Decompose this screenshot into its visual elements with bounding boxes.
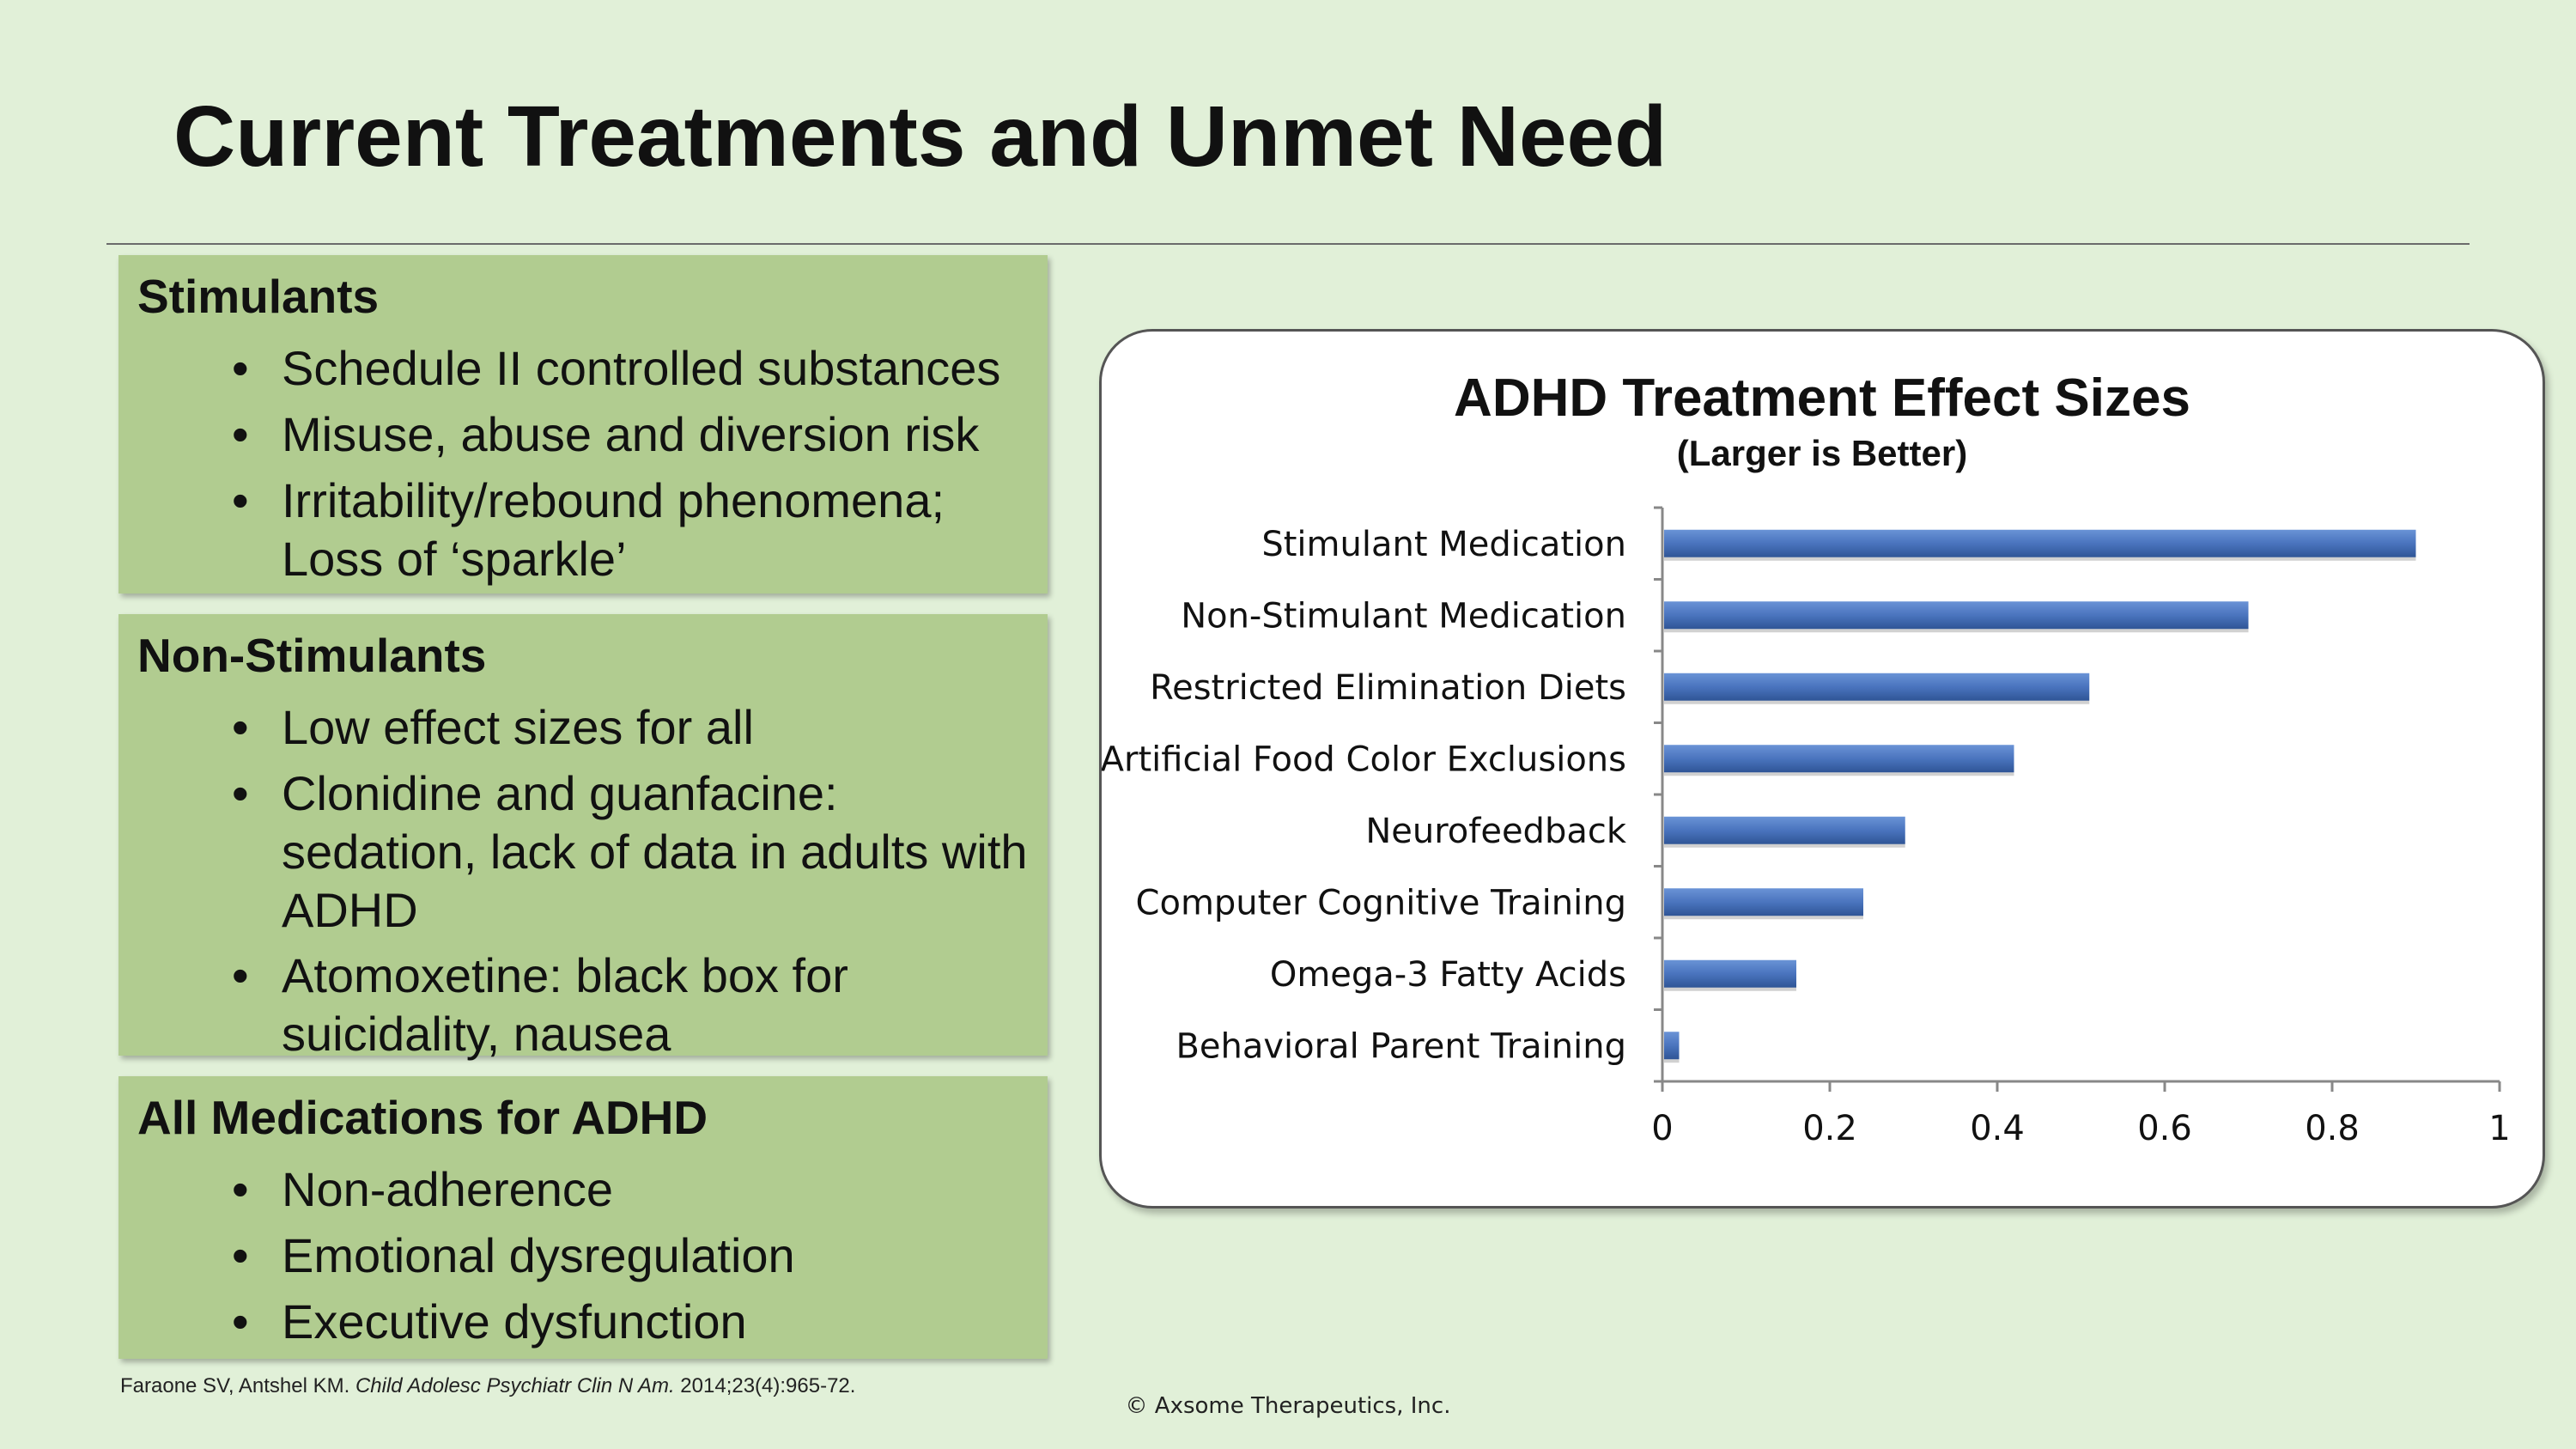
- category-label: Omega-3 Fatty Acids: [1270, 955, 1626, 995]
- bar-shadow: [1664, 843, 1905, 848]
- bullet-icon: •: [232, 700, 249, 754]
- bar: [1664, 529, 2416, 557]
- bar: [1664, 673, 2090, 701]
- list-item: • Atomoxetine: black box for suicidality,…: [232, 948, 848, 1061]
- bullet-icon: •: [232, 1162, 249, 1216]
- bar: [1664, 816, 1905, 844]
- x-tick-label: 0.8: [2305, 1109, 2360, 1148]
- box-heading: Stimulants: [137, 270, 380, 323]
- bar: [1664, 1032, 1680, 1060]
- bar: [1664, 888, 1863, 916]
- list-item: • Misuse, abuse and diversion risk: [232, 405, 1037, 464]
- all-medications-box: All Medications for ADHD • Non-adherence …: [118, 1076, 1048, 1359]
- category-label: Computer Cognitive Training: [1136, 883, 1626, 922]
- x-tick-label: 0.4: [1970, 1109, 2025, 1148]
- list-item: • Emotional dysregulation: [232, 1227, 1037, 1285]
- bar: [1664, 601, 2249, 630]
- chart-card: ADHD Treatment Effect Sizes (Larger is B…: [1099, 329, 2545, 1209]
- bar-shadow: [1664, 629, 2249, 633]
- list-item: • Clonidine and guanfacine: sedation, lac…: [232, 766, 1028, 937]
- bar-shadow: [1664, 557, 2416, 561]
- citation: Faraone SV, Antshel KM. Child Adolesc Ps…: [120, 1374, 856, 1397]
- list-item: • Low effect sizes for all: [232, 698, 1037, 757]
- bullet-icon: •: [232, 766, 249, 820]
- non-stimulants-box: Non-Stimulants • Low effect sizes for all…: [118, 614, 1048, 1061]
- x-tick-label: 0.6: [2137, 1109, 2192, 1148]
- bar-shadow: [1664, 987, 1796, 991]
- bullet-icon: •: [232, 948, 249, 1002]
- bar-shadow: [1664, 700, 2090, 704]
- bar-shadow: [1664, 1059, 1680, 1063]
- chart-subtitle: (Larger is Better): [1676, 433, 1968, 473]
- effect-size-chart: 0 0.2 0.4 0.6 0.8 1 Stimulant Medication Non-St…: [1102, 506, 2511, 1148]
- stimulants-box: Stimulants • Schedule II controlled subst…: [118, 255, 1048, 594]
- category-label: Non-Stimulant Medication: [1181, 596, 1626, 636]
- bar: [1664, 745, 2014, 773]
- category-label: Stimulant Medication: [1261, 525, 1626, 564]
- bar-shadow: [1664, 916, 1863, 920]
- bullet-icon: •: [232, 1228, 249, 1282]
- list-item: • Non-adherence: [232, 1160, 1037, 1219]
- list-item: • Irritability/rebound phenomena; Loss of…: [232, 473, 945, 586]
- bar-shadow: [1664, 772, 2014, 776]
- bullet-icon: •: [232, 1294, 249, 1349]
- category-label: Artificial Food Color Exclusions: [1102, 740, 1626, 779]
- category-label: Restricted Elimination Diets: [1150, 668, 1626, 708]
- bullet-icon: •: [232, 341, 249, 395]
- x-tick-label: 0.2: [1802, 1109, 1857, 1148]
- x-tick-label: 0: [1651, 1109, 1673, 1148]
- category-label: Behavioral Parent Training: [1176, 1026, 1626, 1066]
- chart-title: ADHD Treatment Effect Sizes: [1454, 368, 2190, 428]
- box-heading: All Medications for ADHD: [137, 1091, 708, 1144]
- box-heading: Non-Stimulants: [137, 629, 487, 682]
- title-divider: [106, 243, 2470, 245]
- x-tick-label: 1: [2488, 1109, 2510, 1148]
- list-item: • Executive dysfunction: [232, 1293, 1037, 1351]
- category-label: Neurofeedback: [1365, 812, 1627, 851]
- bullet-icon: •: [232, 473, 249, 527]
- bullet-icon: •: [232, 407, 249, 461]
- list-item: • Schedule II controlled substances: [232, 339, 1037, 398]
- page-title: Current Treatments and Unmet Need: [173, 88, 1668, 185]
- copyright: © Axsome Therapeutics, Inc.: [1125, 1393, 1451, 1419]
- bar: [1664, 959, 1796, 988]
